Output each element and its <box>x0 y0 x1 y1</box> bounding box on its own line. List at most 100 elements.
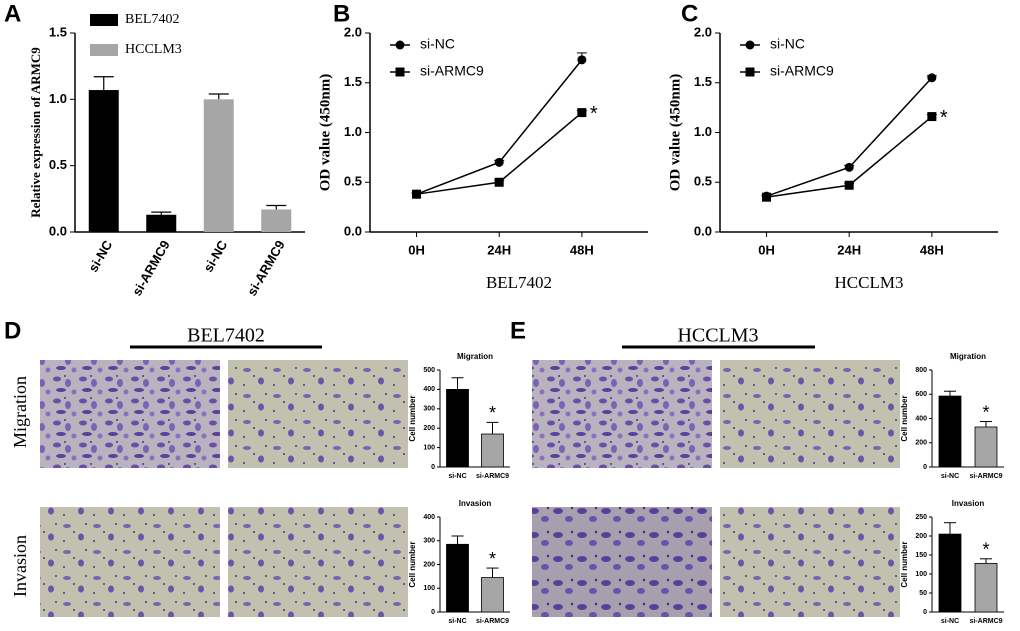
x-tick-label: si-NC <box>448 473 466 480</box>
y-tick-label: 0.5 <box>694 174 712 189</box>
y-tick-label: 0 <box>431 464 435 471</box>
error-bar <box>486 421 499 435</box>
y-tick-label: 1.5 <box>49 24 67 39</box>
bar <box>261 209 292 232</box>
y-axis-label: Cell number <box>408 395 417 441</box>
micrograph <box>228 360 408 468</box>
x-tick-label: si-NC <box>85 237 115 274</box>
y-tick-label: 0.5 <box>49 157 67 172</box>
bar <box>481 433 504 468</box>
y-tick-label: 1.0 <box>694 124 712 139</box>
x-tick-label: 48H <box>570 242 594 257</box>
marker <box>844 180 854 190</box>
error-bar <box>93 76 114 91</box>
y-tick-label: 2.0 <box>694 24 712 39</box>
x-tick-label: 24H <box>837 242 861 257</box>
panel-title: BEL7402 <box>187 325 265 347</box>
micrograph <box>532 360 712 468</box>
y-tick-label: 0.5 <box>344 174 362 189</box>
legend-marker <box>395 67 405 77</box>
x-tick-label: si-ARMC9 <box>129 238 173 299</box>
y-tick-label: 0 <box>923 609 927 616</box>
annotation: * <box>489 403 496 423</box>
micrograph <box>720 507 900 617</box>
y-tick-label: 1.0 <box>49 91 67 106</box>
bar <box>974 562 998 613</box>
y-tick-label: 800 <box>915 367 927 374</box>
y-tick-label: 400 <box>915 415 927 422</box>
marker <box>577 55 587 65</box>
bar <box>446 543 469 613</box>
legend-swatch <box>90 44 118 56</box>
annotation: * <box>489 549 496 569</box>
legend-swatch <box>90 14 118 26</box>
error-bar <box>486 567 499 578</box>
y-axis-label: Cell number <box>900 395 909 441</box>
error-bar <box>451 535 464 545</box>
x-tick-label: 0H <box>758 242 775 257</box>
y-tick-label: 200 <box>915 440 927 447</box>
y-tick-label: 100 <box>915 571 927 578</box>
x-tick-label: si-NC <box>200 237 230 274</box>
x-tick-label: si-ARMC9 <box>969 618 1002 625</box>
y-tick-label: 50 <box>919 590 927 597</box>
marker <box>927 73 937 83</box>
marker <box>762 192 772 202</box>
y-tick-label: 0.0 <box>49 223 67 238</box>
marker <box>844 162 854 172</box>
bar <box>938 395 962 468</box>
chart-title: Invasion <box>952 499 985 508</box>
y-tick-label: 100 <box>423 444 435 451</box>
y-axis-label: Cell number <box>408 541 417 587</box>
legend-label: si-NC <box>770 36 805 52</box>
legend-marker <box>395 40 405 50</box>
annotation: * <box>982 540 989 560</box>
chart-title: Migration <box>950 352 986 361</box>
bar <box>974 426 998 468</box>
panel-letter: A <box>4 0 21 27</box>
annotation: * <box>982 402 989 422</box>
chart-title: Invasion <box>459 499 492 508</box>
y-tick-label: 400 <box>423 386 435 393</box>
legend-marker <box>745 67 755 77</box>
panel-letter: D <box>4 317 21 344</box>
y-axis-label: OD value (450nm) <box>317 74 333 192</box>
y-tick-label: 100 <box>423 585 435 592</box>
marker <box>494 177 504 187</box>
panel-letter: C <box>681 0 698 27</box>
error-bar <box>266 204 287 210</box>
bar <box>88 90 119 233</box>
marker <box>927 112 937 122</box>
bar <box>938 533 962 613</box>
bar <box>481 577 504 613</box>
x-tick-label: si-ARMC9 <box>969 473 1002 480</box>
x-tick-label: 0H <box>408 242 425 257</box>
legend-label: si-ARMC9 <box>770 63 834 79</box>
panel-title: HCCLM3 <box>677 325 758 347</box>
x-tick-label: 24H <box>487 242 511 257</box>
y-tick-label: 1.0 <box>344 124 362 139</box>
y-tick-label: 600 <box>915 391 927 398</box>
marker <box>412 189 422 199</box>
x-tick-label: si-NC <box>941 618 959 625</box>
error-bar <box>944 522 956 535</box>
y-tick-label: 150 <box>915 552 927 559</box>
y-axis-label: OD value (450nm) <box>667 74 683 192</box>
series-line <box>416 59 583 195</box>
error-bar <box>451 377 464 390</box>
y-tick-label: 1.5 <box>344 74 362 89</box>
y-tick-label: 300 <box>423 538 435 545</box>
y-axis-label: Cell number <box>900 541 909 587</box>
error-bar <box>944 390 956 397</box>
x-axis-label: BEL7402 <box>486 273 552 292</box>
x-tick-label: si-ARMC9 <box>244 238 288 299</box>
marker <box>494 157 504 167</box>
legend-label: BEL7402 <box>125 12 179 27</box>
micrograph <box>720 360 900 468</box>
y-tick-label: 200 <box>423 425 435 432</box>
x-tick-label: si-ARMC9 <box>476 618 509 625</box>
x-tick-label: si-NC <box>448 618 466 625</box>
row-label: Invasion <box>10 535 30 597</box>
bar <box>146 214 177 232</box>
y-tick-label: 250 <box>915 514 927 521</box>
